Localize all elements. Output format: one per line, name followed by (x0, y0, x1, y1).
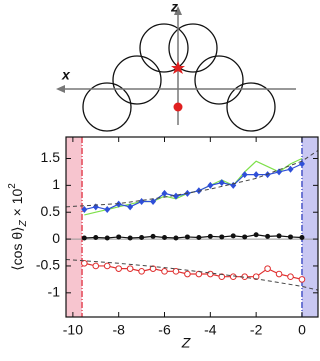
marker (218, 273, 226, 281)
circle (112, 55, 162, 105)
marker (115, 265, 122, 272)
marker (264, 265, 271, 272)
marker (207, 233, 213, 239)
marker (104, 235, 110, 241)
marker (196, 234, 202, 240)
marker (184, 270, 191, 278)
marker (276, 168, 283, 176)
series-line (84, 157, 303, 216)
x-tick-label: -4 (204, 322, 217, 338)
x-tick-label: -6 (158, 322, 171, 338)
diagram (56, 6, 296, 132)
marker (115, 200, 122, 208)
marker (172, 268, 180, 275)
marker (298, 276, 306, 283)
marker (264, 171, 271, 179)
marker (150, 197, 157, 205)
marker (252, 273, 260, 281)
shaded-region (301, 137, 318, 317)
y-axis-label-part: 2 (7, 183, 18, 189)
marker (230, 233, 236, 239)
y-tick-label: 0.5 (41, 203, 61, 219)
marker (103, 262, 111, 270)
marker (287, 273, 294, 281)
marker (116, 234, 122, 240)
marker (149, 265, 157, 272)
marker (218, 179, 225, 187)
marker (207, 270, 214, 278)
marker (219, 234, 225, 240)
y-axis-label-part: Z (18, 219, 29, 227)
marker (229, 273, 237, 281)
star (171, 61, 185, 74)
marker (287, 165, 294, 173)
marker (173, 235, 179, 241)
marker (161, 189, 168, 197)
shaded-region (66, 137, 83, 317)
marker (276, 233, 282, 239)
marker (93, 234, 99, 240)
marker (275, 270, 283, 278)
x-tick-label: -10 (63, 322, 83, 338)
marker (139, 234, 145, 240)
y-tick-label: 0 (52, 230, 60, 246)
marker (253, 171, 260, 179)
circle (226, 82, 276, 132)
marker (92, 262, 100, 270)
marker (207, 181, 214, 189)
marker (127, 235, 133, 241)
x-tick-label: -8 (112, 322, 125, 338)
circle (194, 55, 244, 105)
fit-line (65, 150, 319, 208)
marker (127, 203, 134, 211)
marker (253, 232, 259, 238)
marker (81, 259, 88, 267)
y-tick-label: -1 (48, 284, 61, 300)
marker (81, 235, 87, 241)
circle (82, 82, 132, 132)
y-axis-label: ⟨cos θ⟩Z × 102 (7, 183, 29, 271)
y-tick-label: 1 (52, 176, 60, 192)
marker (162, 234, 168, 240)
marker (150, 233, 156, 239)
y-axis-label-part: ⟨cos θ⟩ (9, 226, 25, 270)
circle (139, 23, 189, 73)
marker (138, 197, 145, 205)
z-label: z (170, 0, 178, 15)
marker (265, 233, 271, 239)
circle (168, 23, 218, 73)
marker (161, 268, 168, 275)
dot (173, 102, 183, 112)
y-axis-label-part: × 10 (9, 189, 25, 221)
fit-line (65, 259, 319, 291)
marker (184, 234, 190, 240)
y-tick-label: -0.5 (36, 257, 60, 273)
arrow (174, 6, 182, 15)
marker (104, 206, 111, 214)
chart: -1-0.500.511.5-10 -8 -6 -4 -2 0Z⟨cos θ⟩Z × 10… (7, 136, 319, 351)
marker (242, 234, 248, 240)
plot-frame (65, 136, 319, 318)
x-axis-label: Z (181, 335, 191, 351)
marker (81, 206, 88, 214)
marker (126, 265, 134, 272)
marker (172, 192, 179, 200)
marker (299, 234, 305, 240)
arrow (56, 85, 65, 93)
marker (288, 234, 294, 240)
marker (241, 171, 248, 179)
x-label: x (61, 67, 71, 83)
x-tick-label: 0 (298, 322, 306, 338)
marker (138, 268, 145, 275)
y-tick-label: 1.5 (41, 149, 61, 165)
x-tick-label: -2 (250, 322, 263, 338)
